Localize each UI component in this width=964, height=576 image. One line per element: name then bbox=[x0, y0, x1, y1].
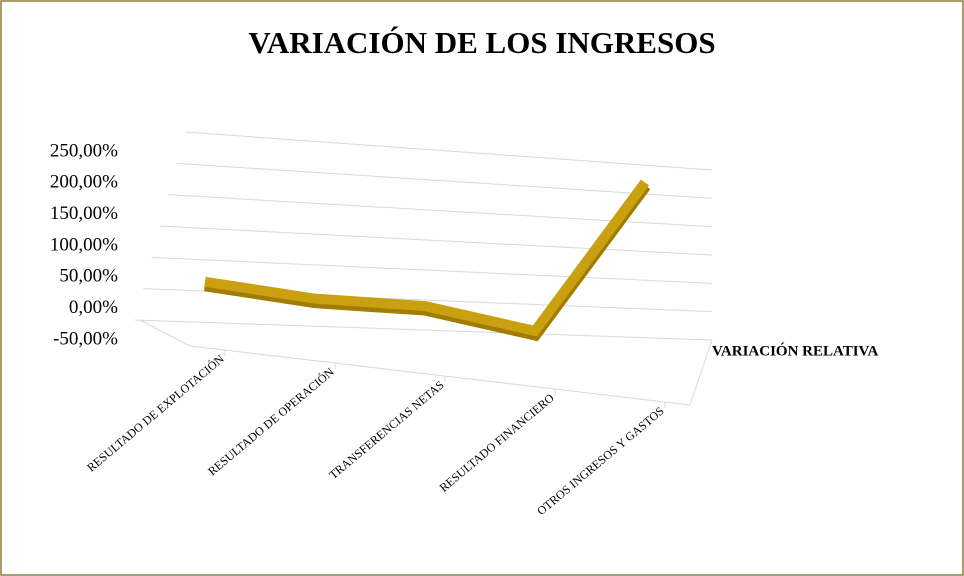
y-tick-label: 150,00% bbox=[50, 203, 118, 224]
y-tick-label: 200,00% bbox=[50, 172, 118, 193]
y-tick-label: -50,00% bbox=[53, 328, 118, 349]
grid-line bbox=[134, 319, 713, 341]
grid-line bbox=[159, 225, 713, 256]
floor-edge bbox=[189, 345, 691, 406]
y-tick-label: 50,00% bbox=[59, 266, 118, 287]
grid-line bbox=[184, 131, 713, 171]
floor-edge bbox=[139, 319, 191, 347]
y-tick-label: 250,00% bbox=[50, 140, 118, 161]
y-tick-label: 0,00% bbox=[69, 297, 118, 318]
floor-edge bbox=[689, 339, 713, 406]
chart-title: VARIACIÓN DE LOS INGRESOS bbox=[248, 25, 715, 60]
line-series bbox=[204, 179, 650, 337]
grid-line bbox=[151, 256, 713, 284]
y-tick-label: 100,00% bbox=[50, 234, 118, 255]
grid-line bbox=[176, 162, 713, 199]
legend-label: VARIACIÓN RELATIVA bbox=[712, 342, 878, 359]
